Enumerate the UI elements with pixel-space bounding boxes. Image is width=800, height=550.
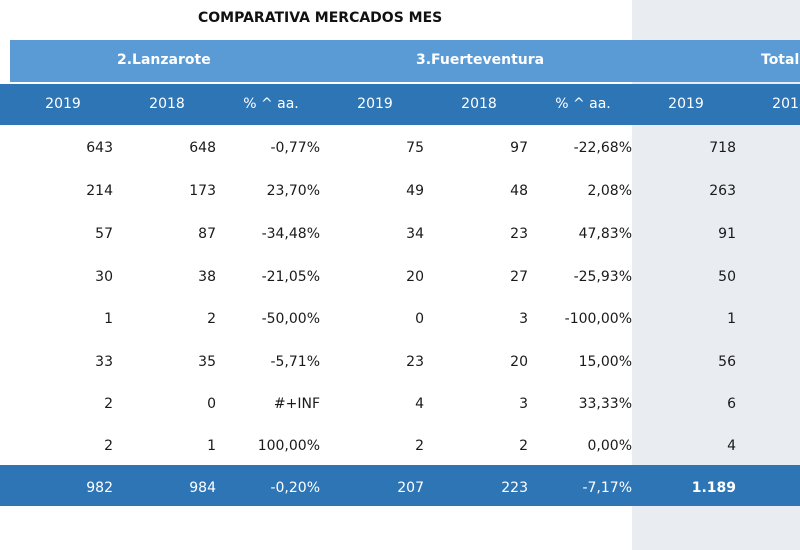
table-cell: 173 [189,183,216,199]
table-cell: 718 [709,140,736,156]
table-cell: #+INF [273,396,320,412]
table-cell: 15,00% [578,354,632,370]
column-header-6: % ^ aa. [555,96,611,112]
table-cell: 648 [189,140,216,156]
table-cell: 2 [104,438,113,454]
table-cell: 2 [519,438,528,454]
column-header-3: % ^ aa. [243,96,299,112]
table-cell: 33 [95,354,113,370]
year-header-band [0,84,800,125]
table-cell: -21,05% [261,269,320,285]
table-cell: -0,77% [270,140,320,156]
table-cell: -34,48% [261,226,320,242]
table-cell: 4 [727,438,736,454]
table-cell: 20 [406,269,424,285]
table-cell: 56 [718,354,736,370]
table-cell: 263 [709,183,736,199]
table-cell: 0 [207,396,216,412]
table-cell: 27 [510,269,528,285]
table-cell: 23 [510,226,528,242]
table-cell: 0 [415,311,424,327]
table-cell: 0,00% [587,438,632,454]
table-cell: 48 [510,183,528,199]
group-lanzarote-label: 2.Lanzarote [117,52,211,68]
table-cell: 2,08% [587,183,632,199]
table-cell: 20 [510,354,528,370]
table-cell: 75 [406,140,424,156]
total-cell: 982 [86,480,113,496]
table-cell: -5,71% [270,354,320,370]
column-header-1: 2019 [45,96,81,112]
table-cell: -50,00% [261,311,320,327]
table-cell: 30 [95,269,113,285]
table-cell: 33,33% [578,396,632,412]
table-cell: 2 [207,311,216,327]
total-cell: -7,17% [582,480,632,496]
column-header-7: 2019 [668,96,704,112]
table-cell: 3 [519,311,528,327]
table-cell: 47,83% [578,226,632,242]
table-cell: 87 [198,226,216,242]
total-cell: 223 [501,480,528,496]
column-header-2: 2018 [149,96,185,112]
table-cell: 23,70% [266,183,320,199]
table-cell: 643 [86,140,113,156]
group-fuerteventura-label: 3.Fuerteventura [416,52,545,68]
total-row-band [0,465,800,506]
total-cell: 1.189 [691,480,736,496]
table-cell: 49 [406,183,424,199]
table-cell: 1 [727,311,736,327]
market-group-header-band [10,40,800,82]
column-header-4: 2019 [357,96,393,112]
table-cell: 6 [727,396,736,412]
table-cell: 2 [415,438,424,454]
total-cell: 207 [397,480,424,496]
group-total-label: Total [761,52,800,68]
table-cell: 97 [510,140,528,156]
table-cell: 23 [406,354,424,370]
table-cell: -25,93% [573,269,632,285]
table-cell: 4 [415,396,424,412]
table-cell: 214 [86,183,113,199]
table-cell: 35 [198,354,216,370]
table-cell: 3 [519,396,528,412]
table-cell: 1 [104,311,113,327]
column-header-5: 2018 [461,96,497,112]
column-header-8: 2018 [772,96,800,112]
total-cell: 984 [189,480,216,496]
table-cell: -22,68% [573,140,632,156]
total-cell: -0,20% [270,480,320,496]
table-cell: 57 [95,226,113,242]
table-cell: 50 [718,269,736,285]
table-cell: 38 [198,269,216,285]
report-title: COMPARATIVA MERCADOS MES [198,10,443,26]
table-cell: 100,00% [257,438,320,454]
table-cell: 34 [406,226,424,242]
table-cell: 2 [104,396,113,412]
table-cell: 91 [718,226,736,242]
table-cell: 1 [207,438,216,454]
table-cell: -100,00% [564,311,632,327]
